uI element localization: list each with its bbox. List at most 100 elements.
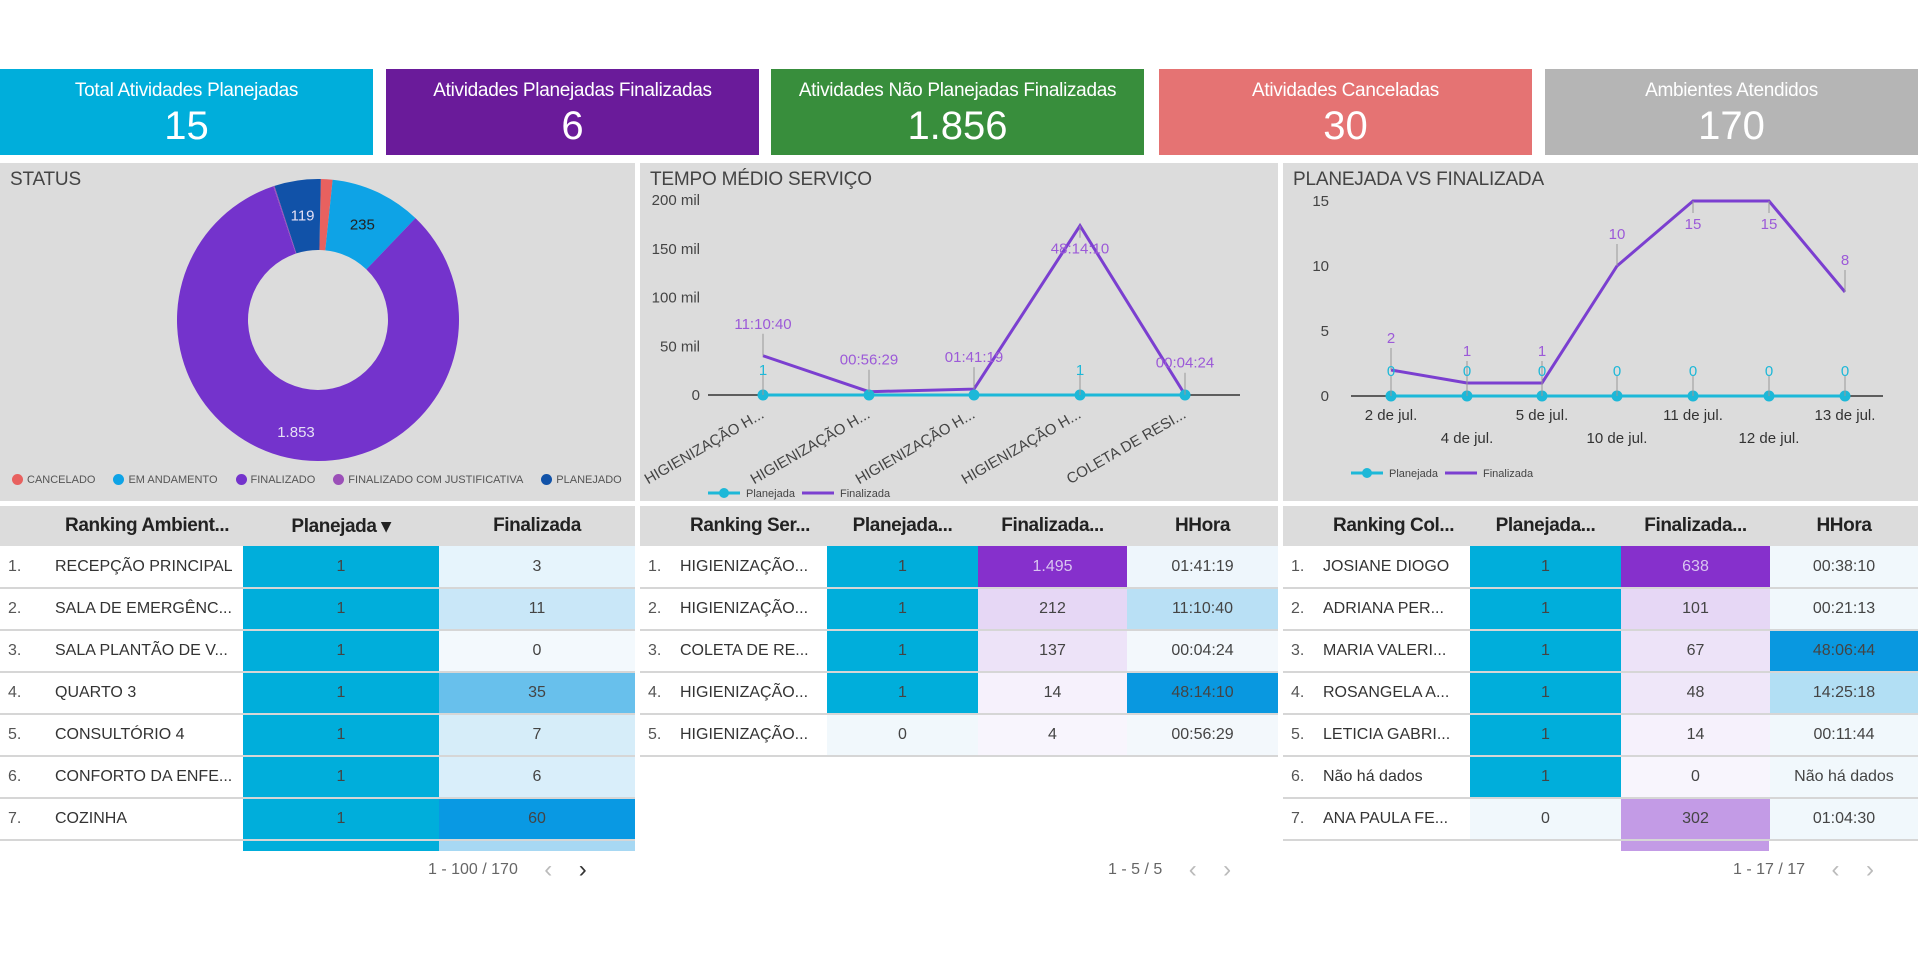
finalizada-data-label: 15 bbox=[1685, 216, 1702, 233]
header-planejada[interactable]: Planejada... bbox=[827, 506, 978, 546]
next-page-button[interactable]: › bbox=[1223, 856, 1232, 883]
table-row[interactable]: 1. HIGIENIZAÇÃO... 1 1.495 01:41:19 bbox=[640, 546, 1278, 589]
planejada-point[interactable] bbox=[1179, 389, 1191, 401]
row-c3: 00:21:13 bbox=[1770, 588, 1918, 631]
prev-page-button[interactable]: ‹ bbox=[1831, 856, 1840, 883]
table-row[interactable]: 2. SALA DE EMERGÊNC... 1 11 bbox=[0, 588, 635, 631]
finalizada-data-label: 00:04:24 bbox=[1156, 355, 1214, 372]
row-c1: 1 bbox=[1470, 546, 1621, 589]
table-row[interactable]: 1. JOSIANE DIOGO 1 638 00:38:10 bbox=[1283, 546, 1918, 589]
table-row[interactable]: 7. ANA PAULA FE... 0 302 01:04:30 bbox=[1283, 798, 1918, 841]
servicos-pager: 1 - 5 / 5 ‹ › bbox=[1108, 856, 1231, 884]
legend-finalizada-label[interactable]: Finalizada bbox=[840, 488, 891, 500]
table-row[interactable]: 2. ADRIANA PER... 1 101 00:21:13 bbox=[1283, 588, 1918, 631]
ambientes-pager: 1 - 100 / 170 ‹ › bbox=[428, 856, 587, 884]
legend-finalizada-label[interactable]: Finalizada bbox=[1483, 468, 1534, 480]
header-ranking-colaborador[interactable]: Ranking Col... bbox=[1323, 506, 1470, 546]
header-planejada[interactable]: Planejada ▾ bbox=[243, 506, 439, 546]
prev-page-button[interactable]: ‹ bbox=[1188, 856, 1197, 883]
legend-item[interactable]: FINALIZADO bbox=[235, 474, 315, 486]
x-tick-label: 13 de jul. bbox=[1815, 407, 1876, 424]
row-c2: 3 bbox=[439, 546, 635, 589]
row-name: COZINHA bbox=[55, 798, 243, 841]
donut-slice-planejado[interactable] bbox=[274, 179, 321, 254]
legend-label: PLANEJADO bbox=[556, 473, 622, 486]
y-tick-label: 5 bbox=[1321, 323, 1329, 340]
row-c1: 1 bbox=[243, 756, 439, 799]
y-tick-label: 0 bbox=[692, 387, 700, 404]
planejada-point[interactable] bbox=[968, 389, 980, 401]
row-c2: 101 bbox=[1621, 588, 1770, 631]
kpi-value: 1.856 bbox=[907, 104, 1008, 148]
legend-item[interactable]: PLANEJADO bbox=[541, 473, 622, 486]
prev-page-button[interactable]: ‹ bbox=[544, 856, 553, 883]
header-finalizada[interactable]: Finalizada bbox=[439, 506, 635, 546]
kpi-label: Atividades Não Planejadas Finalizadas bbox=[798, 80, 1117, 101]
ranking-servicos-table: Ranking Ser... Planejada... Finalizada..… bbox=[640, 506, 1278, 757]
table-row[interactable]: 4. ROSANGELA A... 1 48 14:25:18 bbox=[1283, 672, 1918, 715]
legend-item[interactable]: CANCELADO bbox=[12, 474, 95, 486]
next-page-button[interactable]: › bbox=[578, 856, 587, 883]
row-c1: 1 bbox=[243, 546, 439, 589]
table-row[interactable]: 4. QUARTO 3 1 35 bbox=[0, 672, 635, 715]
row-name: HIGIENIZAÇÃO... bbox=[680, 714, 827, 757]
row-c2: 0 bbox=[1621, 756, 1770, 799]
kpi-value: 6 bbox=[561, 104, 584, 148]
row-index: 2. bbox=[640, 588, 680, 631]
header-finalizada[interactable]: Finalizada... bbox=[1621, 506, 1770, 546]
status-donut-chart[interactable]: 235 1.853 119 bbox=[0, 163, 635, 501]
x-tick-label: 2 de jul. bbox=[1365, 407, 1418, 424]
finalizada-data-label: 15 bbox=[1761, 216, 1778, 233]
donut-slice-finalizado-com-justificativa[interactable] bbox=[273, 185, 297, 254]
table-row[interactable]: 3. SALA PLANTÃO DE V... 1 0 bbox=[0, 630, 635, 673]
table-row[interactable]: 1. RECEPÇÃO PRINCIPAL 1 3 bbox=[0, 546, 635, 589]
row-c1: 0 bbox=[827, 714, 978, 757]
header-hhora[interactable]: HHora bbox=[1770, 506, 1918, 546]
donut-slice-cancelado[interactable] bbox=[319, 179, 333, 251]
table-row[interactable]: 6. CONFORTO DA ENFE... 1 6 bbox=[0, 756, 635, 799]
donut-slice-finalizado[interactable] bbox=[176, 186, 459, 462]
status-title: STATUS bbox=[10, 169, 81, 190]
table-row[interactable]: 4. HIGIENIZAÇÃO... 1 14 48:14:10 bbox=[640, 672, 1278, 715]
header-ranking-ambiente[interactable]: Ranking Ambient... bbox=[55, 506, 243, 546]
row-name: JOSIANE DIOGO bbox=[1323, 546, 1470, 589]
row-c1: 1 bbox=[827, 546, 978, 589]
row-c1: 1 bbox=[243, 630, 439, 673]
legend-planejada-label[interactable]: Planejada bbox=[1389, 468, 1439, 480]
table-row[interactable]: 5. HIGIENIZAÇÃO... 0 4 00:56:29 bbox=[640, 714, 1278, 757]
legend-item[interactable]: EM ANDAMENTO bbox=[113, 474, 218, 486]
planejada-data-label: 0 bbox=[1463, 363, 1471, 380]
legend-planejada-marker-icon bbox=[719, 488, 729, 498]
row-c3: 00:38:10 bbox=[1770, 546, 1918, 589]
header-ranking-servico[interactable]: Ranking Ser... bbox=[680, 506, 827, 546]
kpi-nao-planejadas-finalizadas: Atividades Não Planejadas Finalizadas 1.… bbox=[771, 69, 1144, 155]
x-tick-label: 4 de jul. bbox=[1441, 430, 1494, 447]
row-index: 3. bbox=[640, 630, 680, 673]
kpi-ambientes-atendidos: Ambientes Atendidos 170 bbox=[1545, 69, 1918, 155]
planejada-data-label: 1 bbox=[759, 362, 767, 379]
row-name: RECEPÇÃO PRINCIPAL bbox=[55, 546, 243, 589]
planejada-point[interactable] bbox=[863, 389, 875, 401]
table-row[interactable]: 2. HIGIENIZAÇÃO... 1 212 11:10:40 bbox=[640, 588, 1278, 631]
table-row[interactable]: 6. Não há dados 1 0 Não há dados bbox=[1283, 756, 1918, 799]
table-row[interactable]: 5. LETICIA GABRI... 1 14 00:11:44 bbox=[1283, 714, 1918, 757]
next-page-button[interactable]: › bbox=[1865, 856, 1874, 883]
row-c2: 212 bbox=[978, 588, 1127, 631]
donut-slice-em-andamento[interactable] bbox=[325, 179, 416, 270]
finalizada-data-label: 11:10:40 bbox=[734, 316, 791, 333]
header-planejada[interactable]: Planejada... bbox=[1470, 506, 1621, 546]
legend-dot-icon bbox=[541, 474, 553, 485]
header-hhora[interactable]: HHora bbox=[1127, 506, 1278, 546]
header-finalizada[interactable]: Finalizada... bbox=[978, 506, 1127, 546]
table-row[interactable]: 3. COLETA DE RE... 1 137 00:04:24 bbox=[640, 630, 1278, 673]
tempo-medio-panel: TEMPO MÉDIO SERVIÇO 0 50 mil 100 mil 150 mi… bbox=[640, 163, 1278, 501]
row-c2: 137 bbox=[978, 630, 1127, 673]
legend-planejada-label[interactable]: Planejada bbox=[746, 488, 796, 500]
legend-item[interactable]: FINALIZADO COM JUSTIFICATIVA bbox=[333, 474, 523, 486]
table-row[interactable]: 3. MARIA VALERI... 1 67 48:06:44 bbox=[1283, 630, 1918, 673]
table-row[interactable]: 7. COZINHA 1 60 bbox=[0, 798, 635, 841]
kpi-label: Ambientes Atendidos bbox=[1645, 80, 1818, 101]
